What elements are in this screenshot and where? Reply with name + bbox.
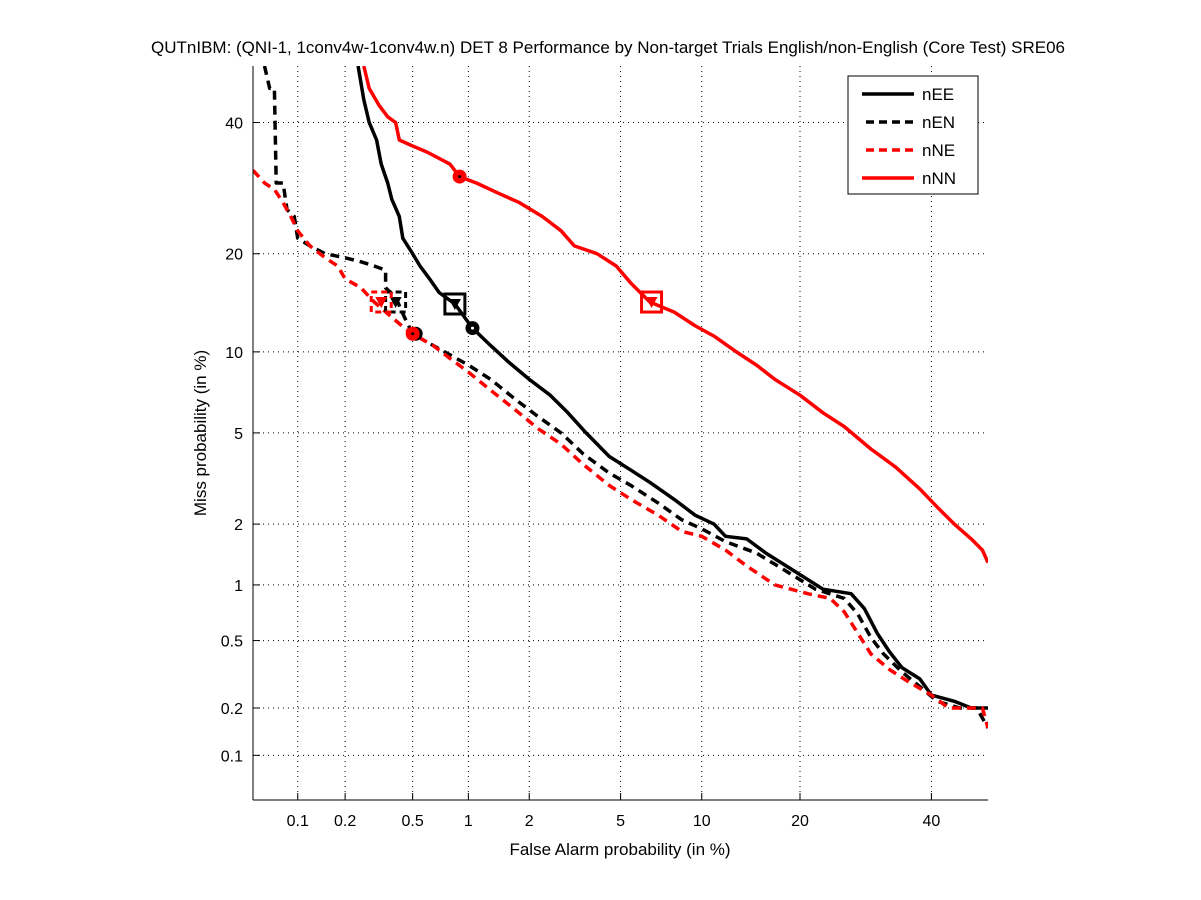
actual-dcf-triangle-nNN bbox=[645, 297, 658, 309]
x-tick-label: 0.2 bbox=[334, 813, 356, 830]
min-dcf-dot-nEE bbox=[470, 326, 474, 330]
actual-dcf-triangle-nNE bbox=[375, 297, 388, 309]
y-tick-label: 20 bbox=[225, 247, 243, 264]
x-tick-label: 1 bbox=[464, 813, 473, 830]
series-line-nEE bbox=[356, 66, 988, 710]
dcf-markers bbox=[369, 169, 664, 341]
y-tick-labels: 0.1 0.2 0.5 1 2 5 10 20 40 bbox=[221, 116, 243, 766]
x-tick-label: 10 bbox=[693, 813, 711, 830]
x-axis-label: False Alarm probability (in %) bbox=[509, 840, 730, 859]
x-tick-label: 5 bbox=[616, 813, 625, 830]
x-tick-labels: 0.1 0.2 0.5 1 2 5 10 20 40 bbox=[287, 813, 941, 830]
actual-dcf-box-nEN bbox=[384, 290, 408, 314]
grid-lines bbox=[253, 66, 988, 800]
legend-label-nEE: nEE bbox=[922, 85, 954, 104]
y-tick-label: 1 bbox=[234, 578, 243, 595]
actual-dcf-box-nNN bbox=[640, 290, 664, 314]
legend-label-nEN: nEN bbox=[922, 113, 955, 132]
series-line-nEN bbox=[262, 66, 988, 729]
min-dcf-dot-nNE bbox=[411, 332, 415, 336]
actual-dcf-triangle-nEE bbox=[448, 298, 461, 310]
y-tick-label: 10 bbox=[225, 345, 243, 362]
legend: nEE nEN nNE nNN bbox=[847, 75, 979, 195]
y-tick-label: 0.5 bbox=[221, 634, 243, 651]
det-curves bbox=[253, 66, 988, 729]
legend-label-nNE: nNE bbox=[922, 141, 955, 160]
legend-label-nNN: nNN bbox=[922, 169, 956, 188]
min-dcf-dot-nNN bbox=[458, 175, 462, 179]
actual-dcf-box-nNE bbox=[369, 290, 393, 314]
y-tick-label: 5 bbox=[234, 426, 243, 443]
actual-dcf-triangle-nEN bbox=[389, 297, 402, 309]
x-tick-label: 0.5 bbox=[402, 813, 424, 830]
series-line-nNE bbox=[253, 169, 988, 729]
x-tick-label: 40 bbox=[923, 813, 941, 830]
actual-dcf-box-nEE bbox=[443, 292, 467, 316]
y-axis-label: Miss probability (in %) bbox=[191, 350, 210, 516]
y-tick-label: 40 bbox=[225, 116, 243, 133]
x-tick-label: 0.1 bbox=[287, 813, 309, 830]
chart-title: QUTnIBM: (QNI-1, 1conv4w-1conv4w.n) DET … bbox=[151, 38, 1065, 57]
x-tick-label: 2 bbox=[525, 813, 534, 830]
x-tick-label: 20 bbox=[791, 813, 809, 830]
y-tick-label: 2 bbox=[234, 517, 243, 534]
y-tick-label: 0.1 bbox=[221, 748, 243, 765]
y-tick-label: 0.2 bbox=[221, 701, 243, 718]
series-line-nNN bbox=[362, 66, 988, 564]
